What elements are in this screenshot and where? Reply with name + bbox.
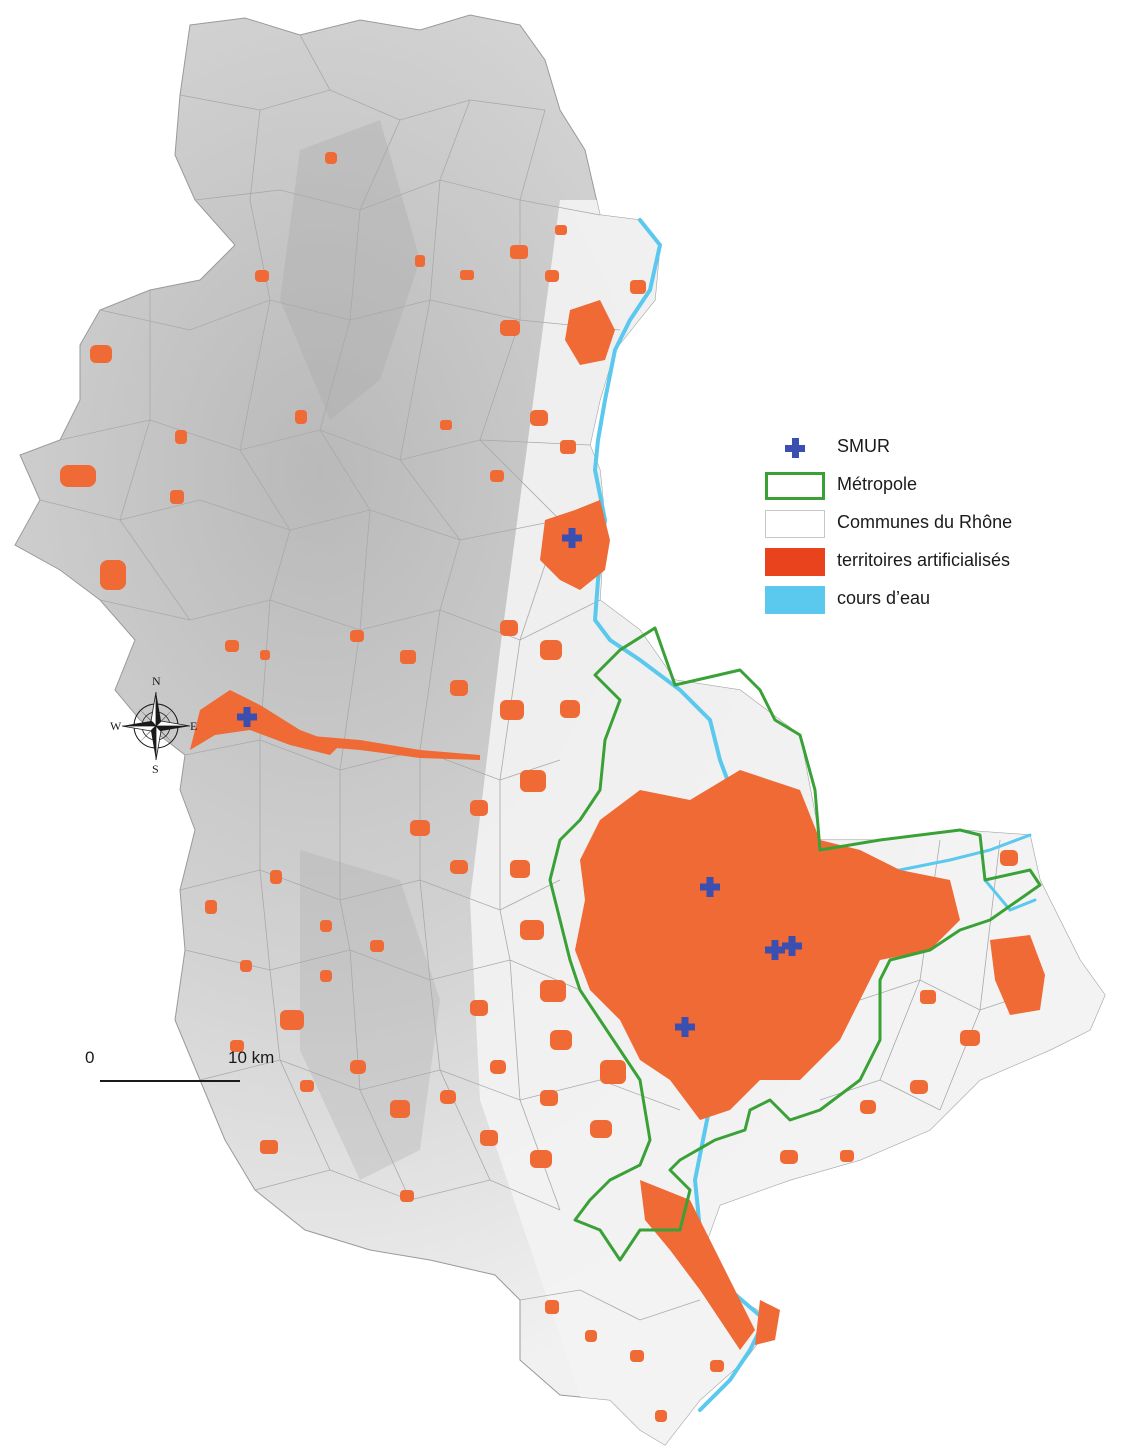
compass-west: W bbox=[110, 719, 122, 733]
legend-label: cours d’eau bbox=[837, 588, 931, 608]
givors-area bbox=[640, 1180, 755, 1350]
communes-swatch bbox=[765, 510, 825, 538]
legend-label: Métropole bbox=[837, 474, 918, 494]
smur-marker bbox=[562, 528, 582, 548]
legend-item-metropole: Métropole bbox=[765, 468, 1105, 506]
brevenne-valley bbox=[300, 735, 480, 760]
compass-graphic bbox=[121, 691, 191, 761]
legend-label: territoires artificialisés bbox=[837, 550, 1011, 570]
relief-shading bbox=[300, 850, 440, 1180]
scale-end-label: 10 km bbox=[228, 1048, 275, 1067]
water-swatch bbox=[765, 586, 825, 614]
artificial-swatch bbox=[765, 548, 825, 576]
metropole-boundary bbox=[548, 626, 1042, 1262]
southern-area bbox=[755, 1300, 780, 1345]
legend-item-water: cours d’eau bbox=[765, 582, 1105, 620]
river-tributary bbox=[983, 878, 1037, 912]
compass-north: N bbox=[152, 674, 161, 688]
smur-marker bbox=[237, 707, 257, 727]
legend-item-smur: SMUR bbox=[765, 430, 1105, 468]
scale-line bbox=[100, 1080, 240, 1082]
legend: SMUR Métropole Communes du Rhône territo… bbox=[765, 430, 1105, 620]
compass-east: E bbox=[190, 719, 198, 733]
legend-label: SMUR bbox=[837, 436, 890, 456]
relief-shading bbox=[280, 120, 420, 420]
belleville-area bbox=[565, 300, 615, 365]
eastern-suburb bbox=[990, 935, 1045, 1015]
smur-marker bbox=[675, 1017, 695, 1037]
compass-south: S bbox=[152, 762, 159, 776]
plus-icon bbox=[765, 434, 825, 462]
legend-item-communes: Communes du Rhône bbox=[765, 506, 1105, 544]
smur-markers bbox=[237, 528, 802, 1037]
scale-bar: 0 10 km bbox=[80, 1048, 300, 1088]
legend-item-artificial: territoires artificialisés bbox=[765, 544, 1105, 582]
lyon-agglomeration bbox=[575, 770, 960, 1120]
metropole-swatch bbox=[765, 472, 825, 500]
compass-rose-icon: N S E W bbox=[108, 672, 204, 778]
smur-marker bbox=[782, 936, 802, 956]
smur-marker bbox=[765, 940, 785, 960]
artificial-areas bbox=[60, 152, 1045, 1422]
scale-start-label: 0 bbox=[85, 1048, 95, 1067]
smur-marker bbox=[700, 877, 720, 897]
legend-label: Communes du Rhône bbox=[837, 512, 1013, 532]
